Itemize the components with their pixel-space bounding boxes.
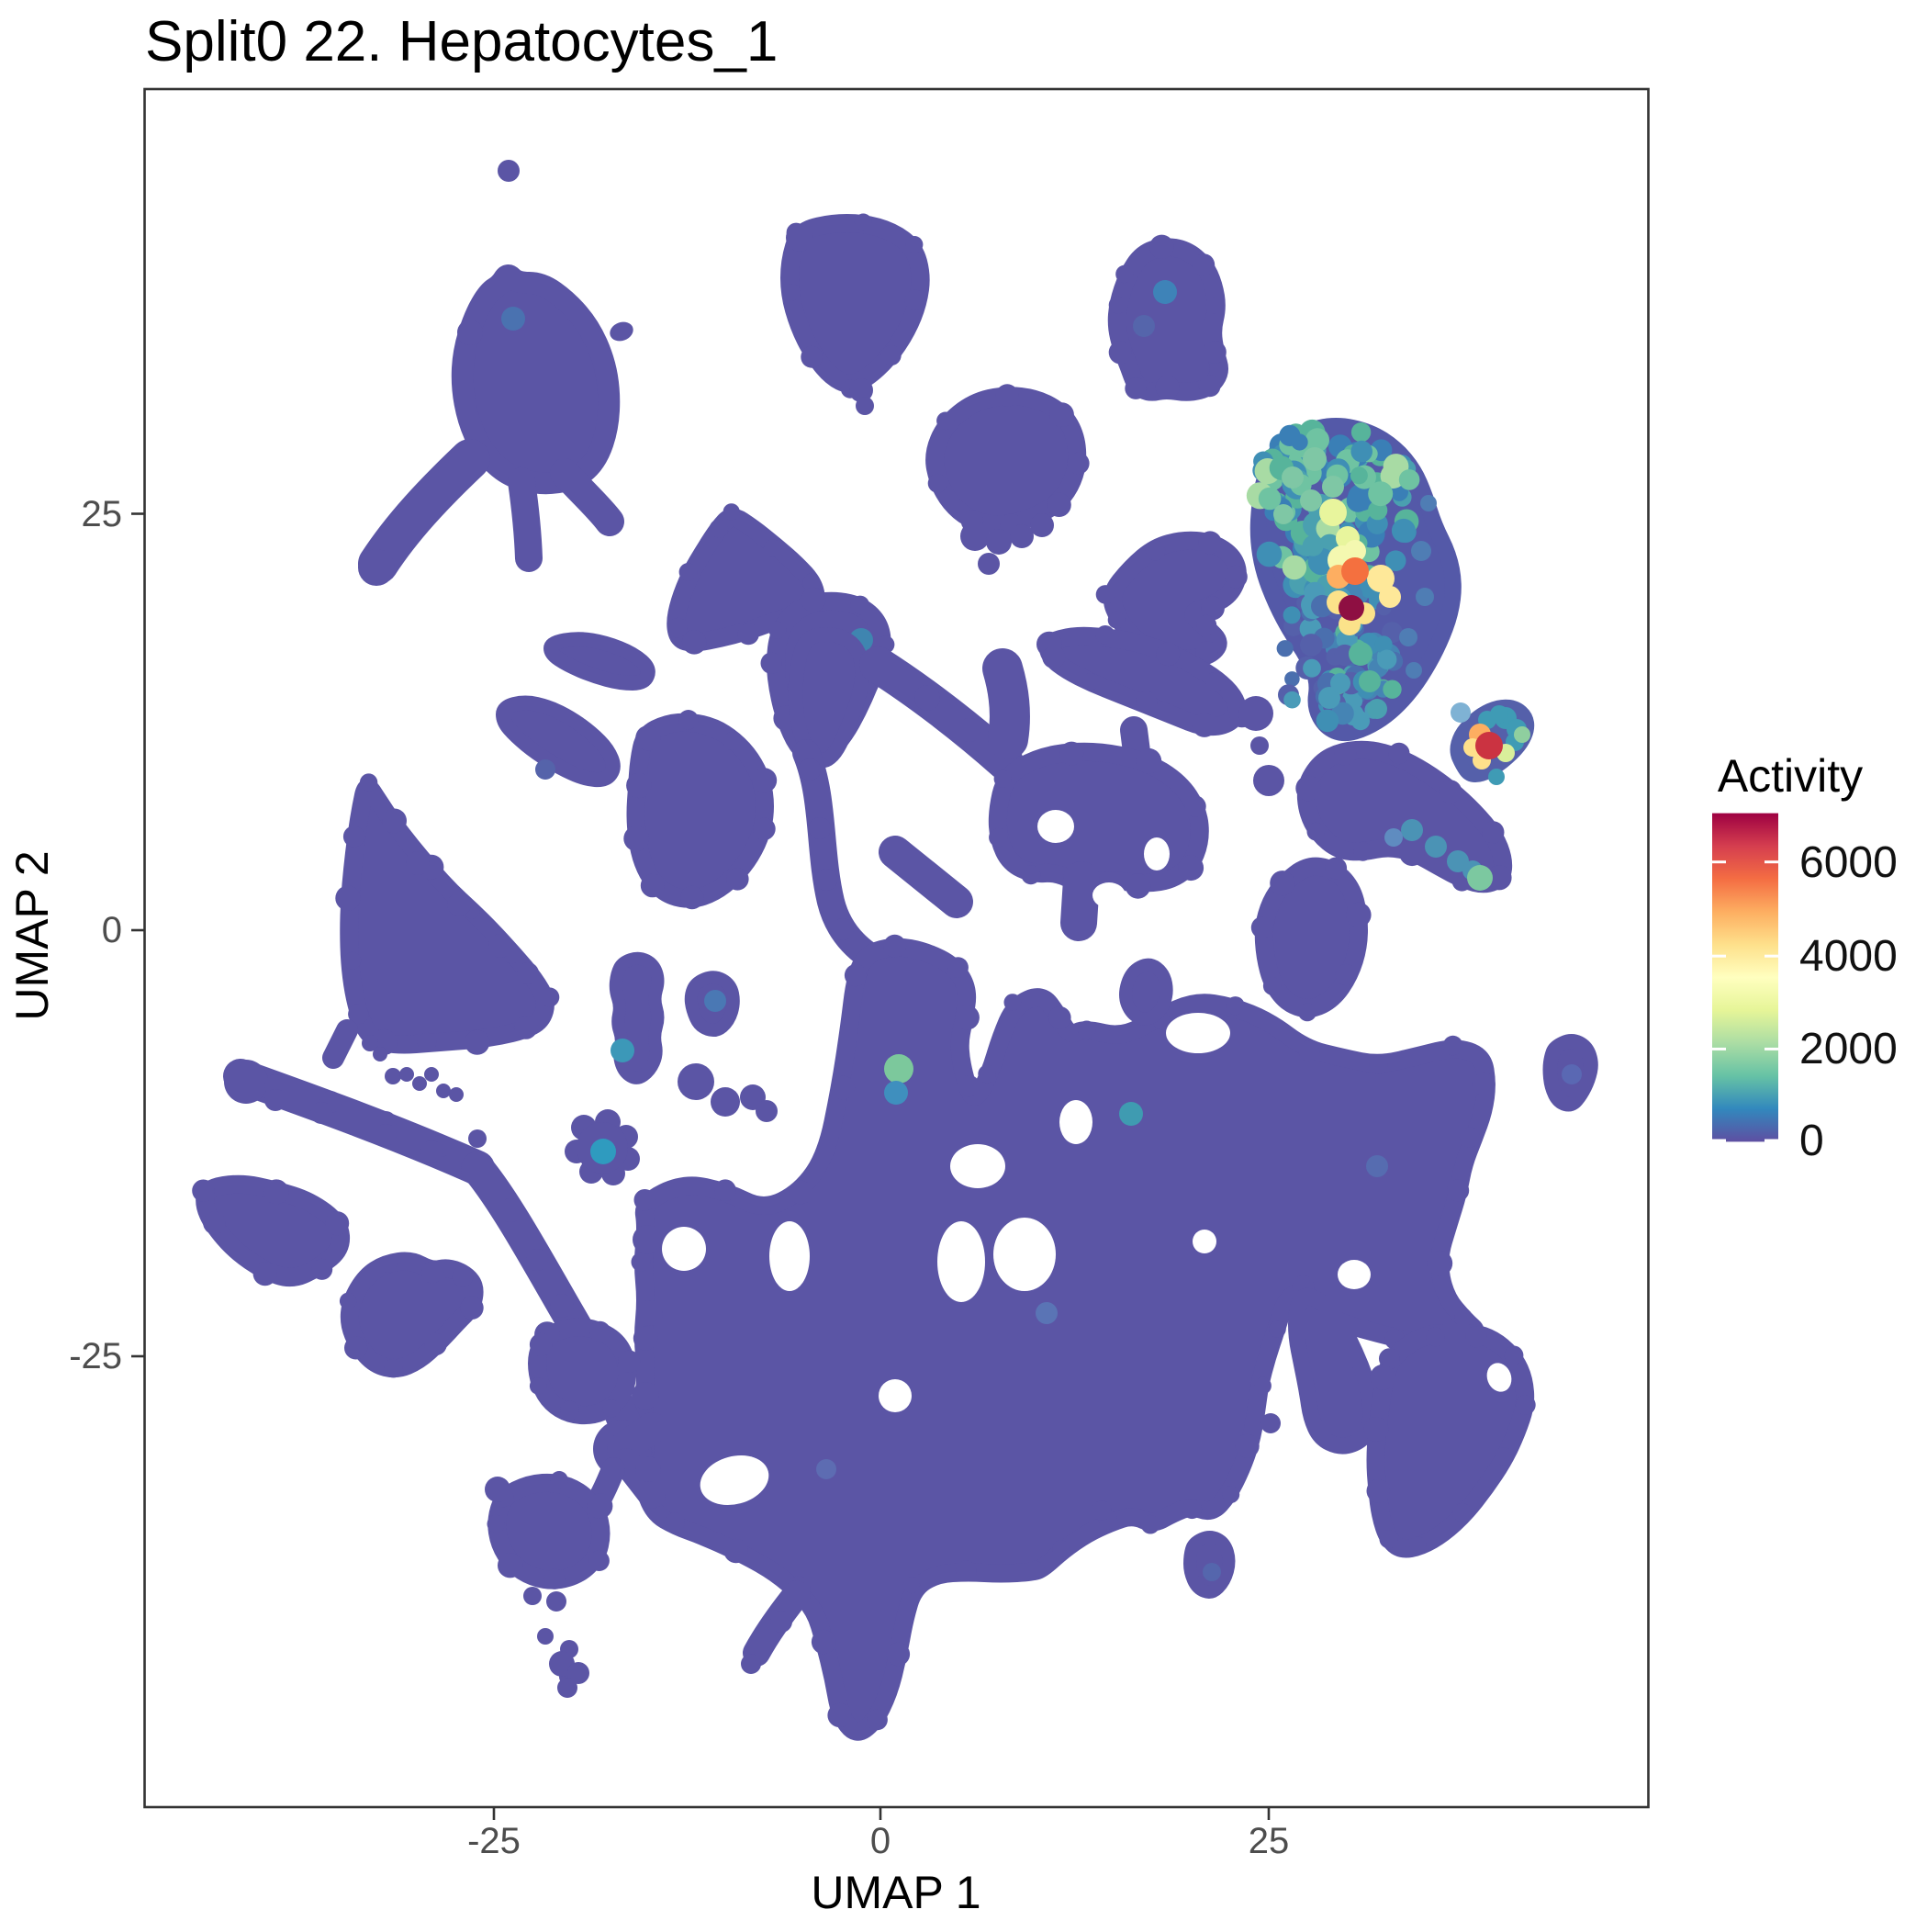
svg-text:Activity: Activity (1718, 750, 1863, 802)
svg-text:2000: 2000 (1799, 1025, 1898, 1073)
svg-text:UMAP 2: UMAP 2 (6, 850, 58, 1020)
svg-text:Split0 22. Hepatocytes_1: Split0 22. Hepatocytes_1 (145, 10, 778, 73)
svg-text:-25: -25 (69, 1336, 122, 1376)
svg-text:0: 0 (1799, 1117, 1824, 1165)
svg-text:UMAP 1: UMAP 1 (811, 1867, 980, 1918)
svg-text:25: 25 (82, 494, 123, 534)
svg-text:4000: 4000 (1799, 932, 1898, 981)
svg-text:-25: -25 (467, 1821, 521, 1861)
svg-text:0: 0 (102, 910, 122, 950)
svg-text:6000: 6000 (1799, 838, 1898, 887)
svg-text:25: 25 (1249, 1821, 1290, 1861)
svg-text:0: 0 (870, 1821, 891, 1861)
